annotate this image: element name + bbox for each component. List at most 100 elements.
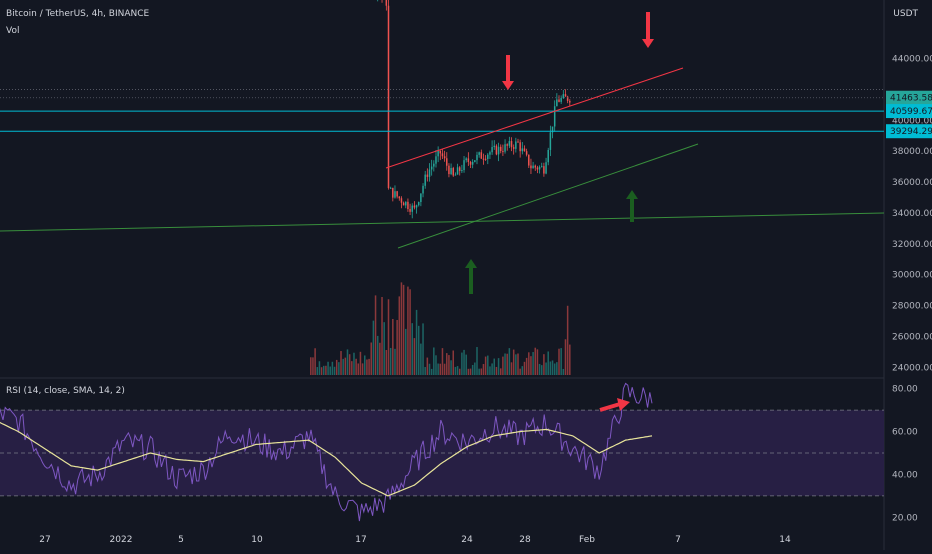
candle-body xyxy=(422,185,424,194)
candle-body xyxy=(409,209,411,212)
candle-body xyxy=(495,145,498,155)
candle-body xyxy=(402,202,405,206)
volume-bar xyxy=(569,344,571,375)
volume-bar xyxy=(420,343,422,375)
x-tick-label: 2022 xyxy=(110,535,133,545)
rsi-arrow-shaft xyxy=(599,402,621,412)
candle-body xyxy=(532,165,534,169)
green-arrow-2 xyxy=(465,259,477,294)
candle-body xyxy=(547,149,549,163)
x-tick-label: 14 xyxy=(779,535,791,545)
volume-bar xyxy=(547,351,549,375)
volume-bar xyxy=(530,356,532,375)
volume-bar xyxy=(558,348,560,375)
volume-bar xyxy=(562,368,565,375)
volume-bar xyxy=(361,363,364,375)
volume-bar xyxy=(446,353,448,375)
volume-bar xyxy=(504,353,506,375)
red-arrow-2 xyxy=(642,12,654,48)
volume-bar xyxy=(519,368,521,375)
volume-bar xyxy=(461,352,463,375)
candle-body xyxy=(566,96,569,101)
volume-bar xyxy=(348,354,351,375)
candle-body xyxy=(415,205,418,208)
volume-bar xyxy=(400,282,403,375)
candle-body xyxy=(482,158,485,160)
candle-body xyxy=(502,151,504,153)
volume-bar xyxy=(528,352,530,375)
volume-bar xyxy=(331,361,334,375)
volume-bar xyxy=(471,364,474,375)
rsi-arrow-head xyxy=(617,398,630,411)
volume-bar xyxy=(497,358,500,375)
candle-body xyxy=(465,158,467,161)
volume-bar xyxy=(532,352,534,375)
volume-bar xyxy=(538,363,541,375)
x-tick-label: 5 xyxy=(178,535,184,545)
candle-body xyxy=(448,165,450,175)
volume-bar xyxy=(439,363,442,375)
candle-body xyxy=(437,150,439,157)
rsi-label: RSI (14, close, SMA, 14, 2) xyxy=(6,386,125,396)
volume-bar xyxy=(374,295,377,375)
volume-bar xyxy=(405,328,407,375)
candle-body xyxy=(417,202,420,206)
volume-bar xyxy=(355,358,357,375)
candle-body xyxy=(536,167,539,170)
volume-bar xyxy=(465,354,467,375)
volume-bar xyxy=(366,359,368,375)
volume-bar xyxy=(512,349,515,375)
candle-body xyxy=(405,201,407,206)
price-tick-label: 44000.00 xyxy=(892,55,932,65)
candle-body xyxy=(476,154,478,161)
candle-body xyxy=(480,152,483,159)
candle-body xyxy=(435,156,437,164)
volume-bar xyxy=(448,355,450,375)
candle-body xyxy=(506,144,508,146)
candle-body xyxy=(530,165,532,169)
currency-label: USDT xyxy=(893,9,918,19)
candle-body xyxy=(543,166,545,174)
volume-bar xyxy=(344,357,347,375)
price-tick-label: 34000.00 xyxy=(892,209,932,219)
volume-bar xyxy=(467,368,470,375)
candle-body xyxy=(407,201,409,210)
volume-bar xyxy=(426,357,429,375)
candle-body xyxy=(430,166,433,170)
candle-body xyxy=(450,168,452,175)
volume-bar xyxy=(417,325,420,375)
candle-body xyxy=(491,147,493,153)
candle-body xyxy=(433,163,435,167)
volume-bar xyxy=(402,284,405,375)
green-arrow-2-head xyxy=(465,259,477,268)
volume-bar xyxy=(521,366,524,375)
candle-body xyxy=(510,141,513,148)
candle-body xyxy=(521,148,524,152)
volume-bar xyxy=(325,365,327,375)
volume-bar xyxy=(553,363,556,375)
volume-bar xyxy=(372,320,375,375)
volume-bar xyxy=(487,355,489,375)
volume-bar xyxy=(545,362,547,375)
volume-bar xyxy=(430,368,433,375)
x-tick-label: 7 xyxy=(675,535,681,545)
candle-body xyxy=(474,160,476,162)
volume-bar xyxy=(424,367,426,375)
candle-body xyxy=(441,153,444,157)
volume-bar xyxy=(335,359,338,375)
candle-body xyxy=(562,94,565,99)
volume-bar xyxy=(508,348,511,375)
volume-bar xyxy=(407,286,409,375)
candle-body xyxy=(508,141,511,146)
volume-bar xyxy=(564,339,567,375)
volume-bar xyxy=(456,366,459,375)
volume-bar xyxy=(351,361,353,375)
volume-bar xyxy=(495,366,498,375)
candle-body xyxy=(569,100,571,103)
candle-body xyxy=(540,166,543,168)
volume-bar xyxy=(454,366,457,375)
volume-bar xyxy=(368,358,370,375)
volume-bar xyxy=(398,296,401,375)
